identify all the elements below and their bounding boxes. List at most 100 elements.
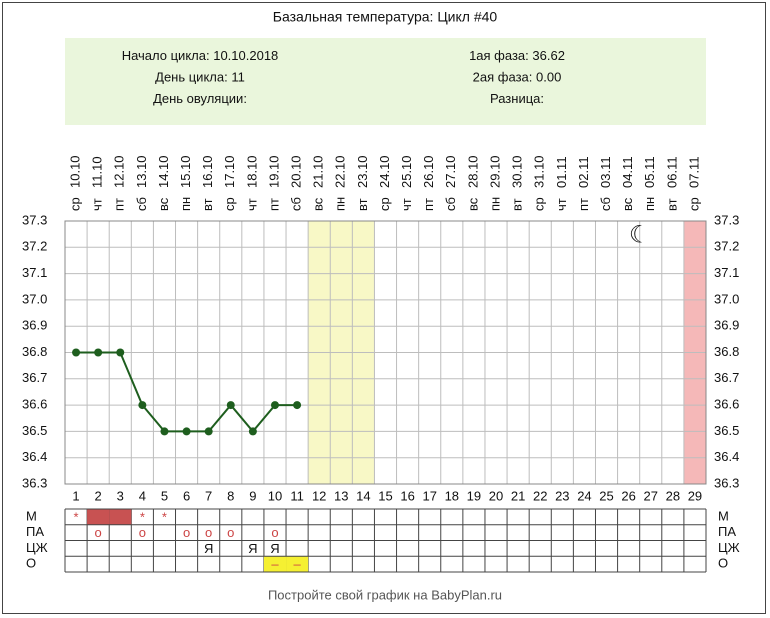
weekday-label: ср: [532, 197, 547, 211]
info-value: 10.10.2018: [213, 48, 278, 63]
temperature-point: [270, 401, 279, 410]
info-label: Разница:: [490, 91, 544, 106]
date-label: 26.10: [421, 155, 436, 188]
temperature-point: [248, 427, 257, 436]
date-label: 17.10: [222, 155, 237, 188]
cell-mark: *: [140, 509, 145, 524]
y-tick-label: 36.5: [22, 423, 47, 438]
info-label: 2ая фаза:: [473, 70, 533, 85]
x-tick-label: 25: [599, 488, 613, 503]
temperature-point: [72, 348, 81, 357]
date-label: 19.10: [266, 155, 281, 188]
info-line: День овуляции:: [153, 91, 247, 106]
row-label-right: М: [718, 508, 729, 523]
weekday-label: сб: [289, 197, 304, 211]
temperature-point: [204, 427, 213, 436]
date-label: 20.10: [289, 155, 304, 188]
cell-mark: o: [183, 525, 190, 540]
y-tick-label: 37.1: [22, 265, 47, 280]
temperature-point: [116, 348, 125, 357]
row-label: О: [26, 556, 36, 571]
weekday-label: ср: [67, 197, 82, 211]
cell-mark: Я: [248, 541, 257, 556]
info-label: 1ая фаза:: [469, 48, 529, 63]
x-tick-label: 21: [511, 488, 525, 503]
temperature-point: [293, 401, 302, 410]
date-label: 10.10: [67, 155, 82, 188]
weekday-label: вт: [355, 198, 370, 211]
row-label: ЦЖ: [26, 540, 48, 555]
x-tick-label: 1: [72, 488, 79, 503]
weekday-label: вс: [311, 197, 326, 211]
info-line: Начало цикла: 10.10.2018: [122, 48, 279, 63]
cell-mark: o: [139, 525, 146, 540]
info-box: [65, 38, 706, 125]
weekday-label: ср: [686, 197, 701, 211]
cell-mark: *: [74, 509, 79, 524]
y-tick-label: 37.3: [22, 212, 47, 227]
weekday-label: пн: [487, 197, 502, 211]
x-tick-label: 11: [290, 488, 304, 503]
weekday-label: вт: [200, 198, 215, 211]
y-tick-label: 36.4: [22, 449, 47, 464]
y-tick-label-right: 37.0: [714, 291, 739, 306]
date-label: 12.10: [112, 155, 127, 188]
info-line: 2ая фаза: 0.00: [473, 70, 562, 85]
cell-fill: [87, 509, 110, 525]
weekday-label: ср: [377, 197, 392, 211]
weekday-label: сб: [443, 197, 458, 211]
date-label: 13.10: [134, 155, 149, 188]
x-tick-label: 27: [644, 488, 658, 503]
x-tick-label: 22: [533, 488, 547, 503]
date-label: 28.10: [465, 155, 480, 188]
weekday-label: вт: [664, 198, 679, 211]
y-tick-label-right: 36.8: [714, 344, 739, 359]
cell-mark: o: [205, 525, 212, 540]
x-tick-label: 23: [555, 488, 569, 503]
cell-fill: [286, 556, 309, 572]
info-line: 1ая фаза: 36.62: [469, 48, 565, 63]
x-tick-label: 28: [666, 488, 680, 503]
cell-mark: –: [293, 557, 301, 572]
x-tick-label: 26: [621, 488, 635, 503]
date-label: 27.10: [443, 155, 458, 188]
x-tick-label: 5: [161, 488, 168, 503]
info-label: День цикла:: [155, 70, 228, 85]
y-tick-label: 36.9: [22, 318, 47, 333]
weekday-label: чт: [554, 198, 569, 211]
row-label-right: ПА: [718, 524, 736, 539]
x-tick-label: 8: [227, 488, 234, 503]
row-label: ПА: [26, 524, 44, 539]
x-tick-label: 18: [445, 488, 459, 503]
chart-border: [64, 220, 707, 485]
cell-mark: *: [162, 509, 167, 524]
temperature-point: [182, 427, 191, 436]
cell-mark: –: [271, 557, 279, 572]
temperature-point: [138, 401, 147, 410]
date-label: 07.11: [686, 156, 701, 188]
date-label: 02.11: [576, 156, 591, 188]
info-label: Начало цикла:: [122, 48, 210, 63]
x-tick-label: 20: [489, 488, 503, 503]
weekday-label: вс: [620, 197, 635, 211]
y-tick-label: 36.3: [22, 475, 47, 490]
date-label: 11.10: [90, 156, 105, 188]
date-label: 29.10: [487, 155, 502, 188]
weekday-label: чт: [399, 198, 414, 211]
footer: Постройте свой график на BabyPlan.ru: [268, 587, 502, 602]
date-label: 15.10: [178, 155, 193, 188]
y-tick-label: 36.8: [22, 344, 47, 359]
cell-fill: [109, 509, 132, 525]
date-label: 21.10: [311, 155, 326, 188]
weekday-label: чт: [90, 198, 105, 211]
weekday-label: вт: [510, 198, 525, 211]
weekday-label: пт: [421, 198, 436, 211]
temperature-point: [94, 348, 103, 357]
x-tick-label: 7: [205, 488, 212, 503]
x-tick-label: 19: [467, 488, 481, 503]
weekday-label: вс: [156, 197, 171, 211]
date-label: 05.11: [642, 156, 657, 188]
temperature-point: [226, 401, 235, 410]
y-tick-label: 37.2: [22, 239, 47, 254]
